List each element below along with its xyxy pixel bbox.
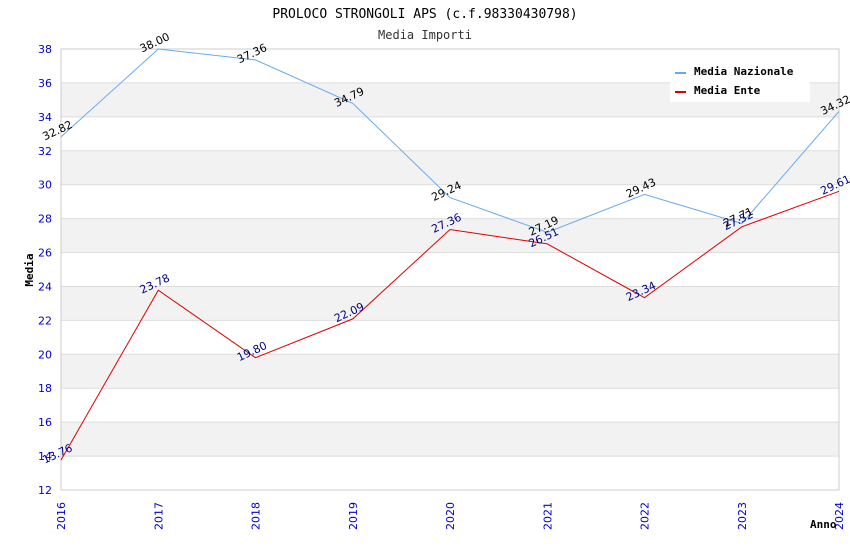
- legend: Media Nazionale Media Ente: [670, 60, 810, 102]
- y-tick-label: 12: [38, 484, 52, 497]
- background-bands: [61, 49, 839, 490]
- y-tick-labels: 12 14 16 18 20 22 24 26 28 30 32 34 36 38: [38, 43, 52, 497]
- plot-area-border: [60, 48, 840, 491]
- y-tick-label: 34: [38, 111, 52, 124]
- series-lines: [60, 48, 840, 461]
- y-tick-label: 32: [38, 145, 52, 158]
- x-tick-label: 2023: [736, 502, 749, 530]
- x-tick-label: 2021: [541, 502, 554, 530]
- grid-band: [61, 388, 839, 423]
- chart-subtitle: Media Importi: [378, 28, 472, 42]
- y-tick-label: 14: [38, 450, 52, 463]
- chart-title: PROLOCO STRONGOLI APS (c.f.98330430798): [272, 7, 577, 22]
- legend-label-media-ente: Media Ente: [694, 84, 761, 97]
- x-tick-label: 2022: [639, 502, 652, 530]
- grid-band: [61, 116, 839, 151]
- y-tick-label: 38: [38, 43, 52, 56]
- y-tick-label: 24: [38, 280, 52, 293]
- axes: [60, 48, 840, 491]
- x-tick-labels: 2016 2017 2018 2019 2020 2021 2022 2023 2024: [55, 502, 846, 530]
- y-tick-label: 22: [38, 314, 52, 327]
- series-line-media-ente: [60, 190, 840, 461]
- grid-band: [61, 354, 839, 389]
- x-tick-label: 2018: [250, 502, 263, 530]
- grid-band: [61, 320, 839, 355]
- x-tick-label: 2020: [444, 502, 457, 530]
- y-tick-label: 30: [38, 179, 52, 192]
- legend-label-media-nazionale: Media Nazionale: [694, 65, 794, 78]
- legend-box: [670, 60, 810, 102]
- x-tick-label: 2024: [833, 502, 846, 530]
- y-tick-label: 18: [38, 382, 52, 395]
- y-tick-label: 20: [38, 348, 52, 361]
- grid-band: [61, 456, 839, 490]
- series-line-media-nazionale: [60, 48, 840, 233]
- x-tick-label: 2016: [55, 502, 68, 530]
- y-tick-label: 26: [38, 247, 52, 260]
- y-axis-label: Media: [23, 253, 36, 286]
- grid-band: [61, 218, 839, 253]
- grid-band: [61, 252, 839, 287]
- x-tick-label: 2019: [347, 502, 360, 530]
- grid-band: [61, 286, 839, 321]
- grid-band: [61, 150, 839, 185]
- y-tick-label: 28: [38, 213, 52, 226]
- x-tick-label: 2017: [152, 502, 165, 530]
- grid-band: [61, 422, 839, 457]
- grid-band: [61, 184, 839, 219]
- x-axis-label: Anno: [810, 518, 837, 531]
- y-tick-label: 16: [38, 416, 52, 429]
- y-tick-label: 36: [38, 77, 52, 90]
